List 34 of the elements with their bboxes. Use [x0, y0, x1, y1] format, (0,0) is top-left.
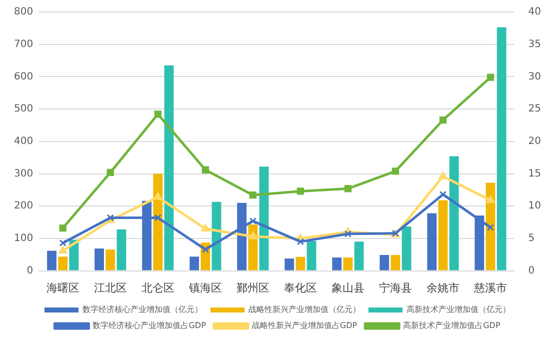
x-tick-label: 奉化区 [284, 281, 317, 294]
y-tick-label: 0 [26, 265, 34, 276]
y2-tick-label: 5 [528, 233, 535, 244]
y2-tick-label: 15 [528, 168, 542, 180]
y-tick-label: 300 [14, 168, 34, 180]
y2-tick-label: 25 [528, 104, 542, 115]
y-tick-label: 500 [14, 104, 34, 115]
y-tick-label: 100 [14, 233, 34, 244]
y2-tick-label: 30 [528, 71, 542, 82]
legend-label: 战略性新兴产业增加值（亿元） [248, 305, 360, 314]
y-tick-label: 800 [14, 6, 34, 18]
y-tick-label: 600 [14, 71, 34, 82]
legend-label: 高新技术产业增加值占GDP [403, 321, 500, 330]
y2-tick-label: 0 [528, 265, 535, 276]
x-tick-label: 宁海县 [378, 281, 412, 294]
legend-label: 高新技术产业增加值（亿元） [406, 305, 510, 314]
y-tick-label: 200 [14, 200, 34, 212]
x-tick-label: 北仑区 [141, 281, 174, 294]
x-tick-label: 江北区 [94, 281, 127, 294]
legend-label: 数字经济核心产业增加值（亿元） [82, 305, 202, 314]
x-tick-label: 象山县 [331, 281, 364, 294]
y-tick-label: 400 [14, 136, 34, 147]
x-tick-label: 鄞州区 [236, 281, 270, 294]
legend-label: 战略性新兴产业增加值占GDP [252, 321, 358, 330]
y2-tick-label: 40 [528, 6, 542, 18]
x-tick-label: 余姚市 [426, 281, 460, 294]
legend-label: 数字经济核心产业增加值占GDP [92, 321, 206, 330]
y-tick-label: 700 [14, 38, 34, 50]
x-tick-label: 海曙区 [46, 281, 80, 294]
y2-tick-label: 10 [528, 200, 542, 212]
y2-tick-label: 20 [528, 136, 542, 147]
x-tick-label: 慈溪市 [473, 281, 508, 294]
x-tick-label: 镇海区 [188, 281, 222, 294]
y2-tick-label: 35 [528, 38, 542, 50]
